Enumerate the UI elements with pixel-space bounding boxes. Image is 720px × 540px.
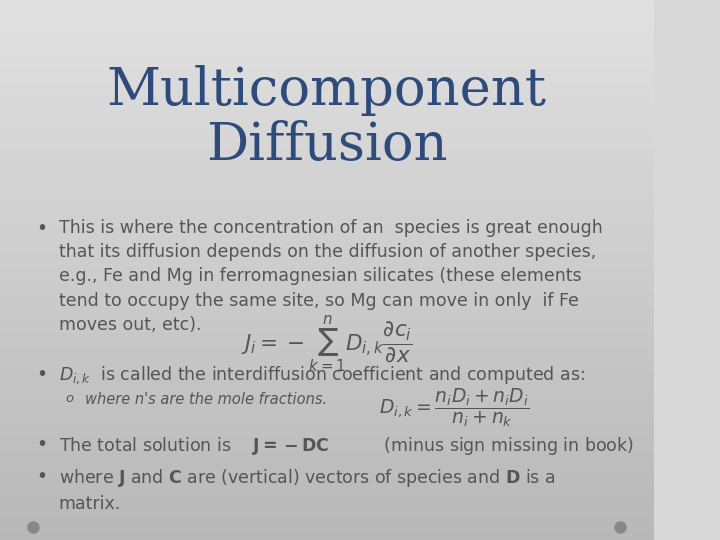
Text: Multicomponent
Diffusion: Multicomponent Diffusion (107, 65, 546, 171)
Text: $D_{i,k}$  is called the interdiffusion coefficient and computed as:: $D_{i,k}$ is called the interdiffusion c… (59, 364, 585, 386)
Text: •: • (36, 219, 47, 238)
Text: This is where the concentration of an  species is great enough
that its diffusio: This is where the concentration of an sp… (59, 219, 603, 334)
Text: The total solution is    $\mathbf{J = -DC}$          (minus sign missing in book: The total solution is $\mathbf{J = -DC}$… (59, 435, 634, 457)
Text: where $\mathbf{J}$ and $\mathbf{C}$ are (vertical) vectors of species and $\math: where $\mathbf{J}$ and $\mathbf{C}$ are … (59, 467, 555, 514)
Text: where n's are the mole fractions.: where n's are the mole fractions. (85, 392, 327, 407)
Text: $J_i = -\sum_{k=1}^{n} D_{i,k} \dfrac{\partial c_i}{\partial x}$: $J_i = -\sum_{k=1}^{n} D_{i,k} \dfrac{\p… (240, 313, 413, 374)
Text: •: • (36, 435, 47, 454)
Text: •: • (36, 467, 47, 486)
Text: •: • (36, 364, 47, 383)
Text: o: o (66, 392, 73, 404)
Text: $D_{i,k} = \dfrac{n_i D_i + n_i D_i}{n_i + n_k}$: $D_{i,k} = \dfrac{n_i D_i + n_i D_i}{n_i… (379, 386, 529, 429)
